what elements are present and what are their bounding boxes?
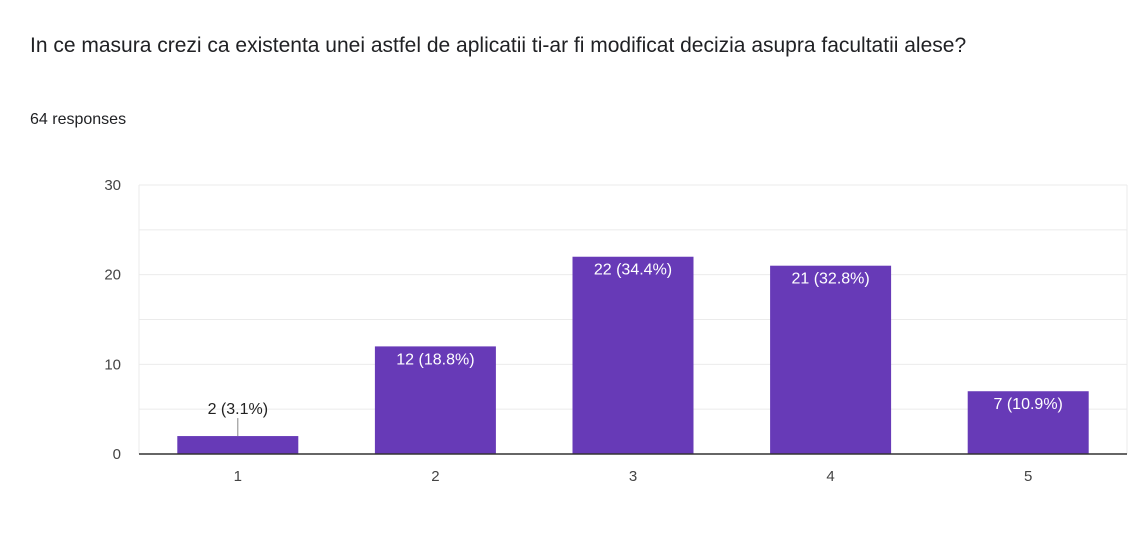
bars bbox=[177, 256, 1089, 454]
data-label: 2 (3.1%) bbox=[208, 401, 268, 418]
bar bbox=[177, 436, 299, 454]
gridlines bbox=[138, 184, 1128, 454]
x-tick-label: 4 bbox=[826, 468, 834, 485]
question-title: In ce masura crezi ca existenta unei ast… bbox=[30, 34, 967, 57]
response-count: 64 responses bbox=[30, 111, 127, 128]
y-tick-label: 10 bbox=[104, 356, 121, 373]
bar bbox=[374, 346, 496, 454]
bar bbox=[967, 391, 1089, 454]
y-tick-label: 20 bbox=[104, 267, 121, 284]
x-axis-ticks: 1 2 3 4 5 bbox=[234, 468, 1033, 485]
data-label: 21 (32.8%) bbox=[791, 271, 869, 288]
y-tick-label: 0 bbox=[113, 446, 121, 463]
data-labels: 2 (3.1%) 12 (18.8%) 22 (34.4%) 21 (32.8%) 7 … bbox=[208, 262, 1063, 437]
y-axis-ticks: 0 10 20 30 bbox=[104, 177, 121, 463]
data-label: 7 (10.9%) bbox=[994, 396, 1063, 413]
x-tick-label: 5 bbox=[1024, 468, 1032, 485]
x-tick-label: 2 bbox=[431, 468, 439, 485]
data-label: 22 (34.4%) bbox=[594, 262, 672, 279]
x-tick-label: 3 bbox=[629, 468, 637, 485]
x-tick-label: 1 bbox=[234, 468, 242, 485]
bar bbox=[770, 265, 892, 454]
y-tick-label: 30 bbox=[104, 177, 121, 194]
data-label: 12 (18.8%) bbox=[396, 351, 474, 368]
bar bbox=[572, 256, 694, 454]
